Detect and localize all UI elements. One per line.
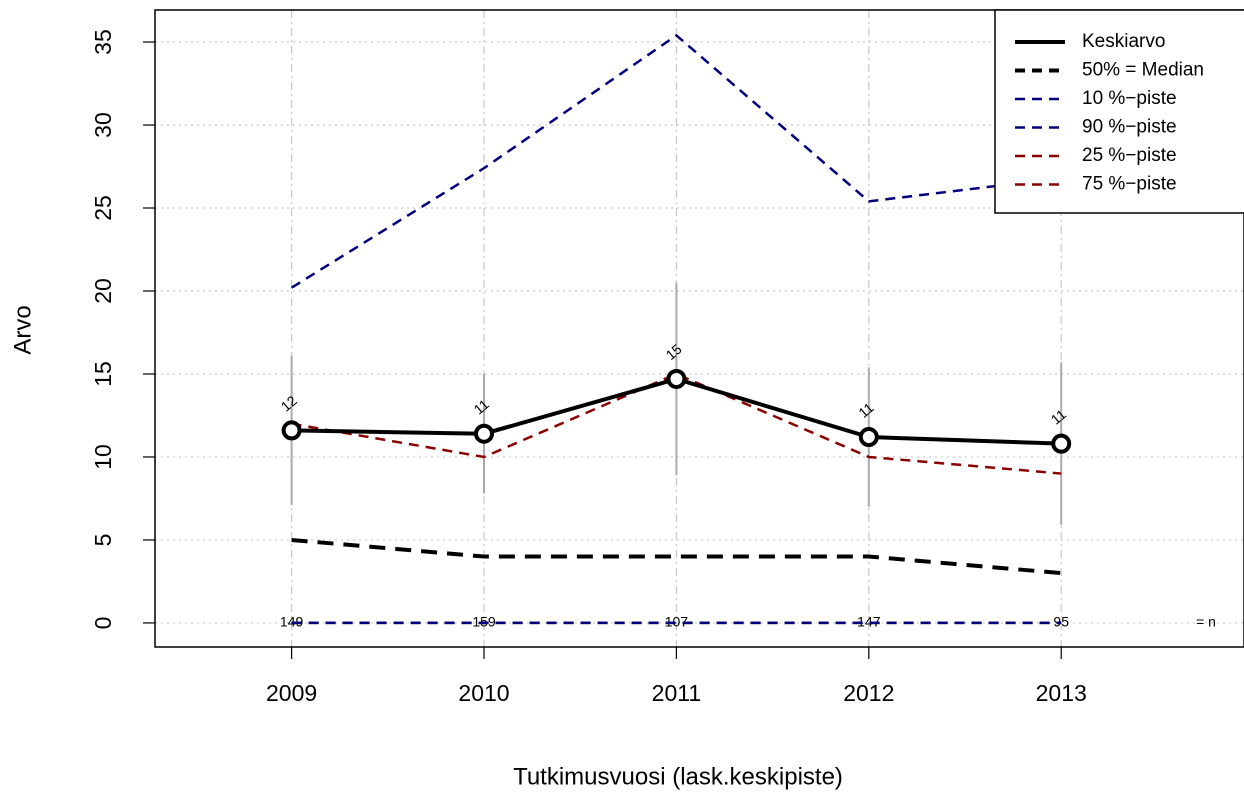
x-tick-label: 2010 xyxy=(458,680,509,706)
y-tick-label: 35 xyxy=(90,29,116,55)
n-label-suffix: = n xyxy=(1196,614,1216,630)
data-label: 11 xyxy=(470,396,492,418)
x-tick-label: 2013 xyxy=(1036,680,1087,706)
legend-label: 25 %−piste xyxy=(1082,145,1177,166)
n-label: 147 xyxy=(857,614,881,630)
y-tick-label: 20 xyxy=(90,278,116,304)
y-tick-label: 10 xyxy=(90,444,116,470)
point xyxy=(666,368,687,389)
y-tick-label: 5 xyxy=(90,534,116,547)
point xyxy=(1051,433,1072,454)
point xyxy=(858,427,879,448)
x-tick-label: 2009 xyxy=(266,680,317,706)
x-tick-label: 2011 xyxy=(652,680,701,706)
y-axis-label: Arvo xyxy=(9,305,36,354)
n-label: 149 xyxy=(280,614,304,630)
legend-label: Keskiarvo xyxy=(1082,31,1165,52)
data-label: 11 xyxy=(855,399,877,421)
point xyxy=(281,420,302,441)
data-label: 11 xyxy=(1048,406,1070,428)
y-tick-label: 0 xyxy=(90,617,116,630)
legend-label: 50% = Median xyxy=(1082,60,1204,81)
data-label: 15 xyxy=(662,341,684,363)
legend-label: 90 %−piste xyxy=(1082,117,1177,138)
plot-frame xyxy=(154,9,1244,648)
x-axis-label: Tutkimusvuosi (lask.keskipiste) xyxy=(513,763,843,790)
point xyxy=(474,423,495,444)
legend-label: 75 %−piste xyxy=(1082,174,1177,195)
n-label: 95 xyxy=(1053,614,1069,630)
legend-label: 10 %−piste xyxy=(1082,88,1177,109)
n-label: 159 xyxy=(472,614,496,630)
x-tick-label: 2012 xyxy=(843,680,894,706)
y-tick-label: 30 xyxy=(90,112,116,138)
y-tick-label: 25 xyxy=(90,195,116,221)
y-tick-label: 15 xyxy=(90,361,116,387)
data-label: 12 xyxy=(278,392,300,414)
n-label: 107 xyxy=(665,614,689,630)
series-line xyxy=(290,33,1062,289)
